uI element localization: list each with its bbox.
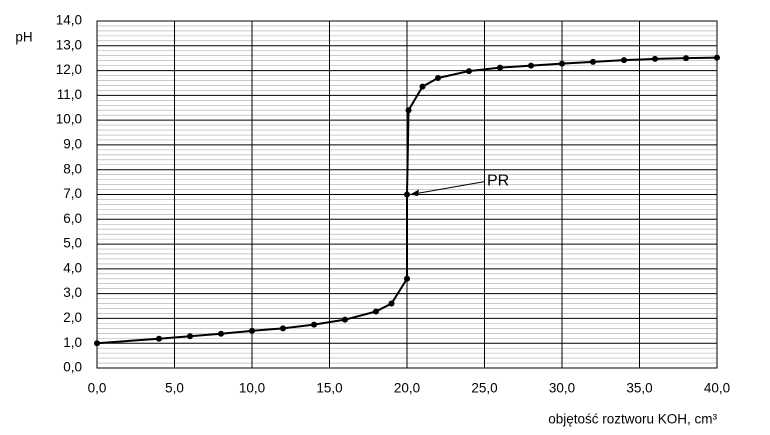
x-tick-label: 30,0 [549,381,575,396]
annotation-arrowhead [410,189,419,196]
point [94,340,100,347]
point [435,75,441,82]
x-tick-label: 40,0 [704,381,730,396]
point [714,54,720,61]
y-tick-label: 5,0 [63,236,82,251]
y-tick-label: 6,0 [63,211,82,226]
y-tick-label: 0,0 [63,360,82,375]
point [652,55,658,62]
y-tick-label: 1,0 [63,335,82,350]
y-tick-label: 3,0 [63,285,82,300]
plot-frame [96,20,718,369]
point [559,60,565,67]
x-tick-label: 25,0 [471,381,497,396]
annotation-arrow [410,181,486,195]
point [405,107,412,114]
point [404,275,410,282]
point [388,300,395,307]
point [311,321,317,328]
y-axis-label: pH [15,30,32,45]
y-tick-label: 11,0 [57,87,82,102]
point [528,62,534,69]
point [280,325,286,332]
x-tick-label: 10,0 [239,381,265,396]
point [621,57,627,64]
point [466,68,472,75]
point [218,330,224,337]
y-tick-label: 13,0 [56,37,82,52]
y-tick-label: 4,0 [63,260,82,275]
curve [96,56,718,345]
point [187,333,193,340]
x-axis-label: objętość roztworu KOH, cm³ [548,412,717,427]
point [590,58,596,65]
x-tick-label: 0,0 [88,381,107,396]
y-tick-label: 14,0 [56,13,82,28]
x-tick-label: 20,0 [394,381,420,396]
x-tick-label: 15,0 [316,381,342,396]
annotation-text: PR [487,173,509,190]
point [249,327,255,334]
y-tick-label: 9,0 [63,136,82,151]
point [156,335,162,342]
point [373,308,379,315]
point [404,191,410,198]
y-tick-label: 8,0 [63,161,82,176]
y-tick-label: 12,0 [56,62,82,77]
x-tick-label: 35,0 [626,381,652,396]
y-tick-label: 7,0 [63,186,82,201]
point [342,316,348,323]
point [419,83,426,90]
y-tick-label: 10,0 [56,112,82,127]
point [497,64,503,71]
x-tick-label: 5,0 [165,381,184,396]
point [683,55,689,62]
y-tick-label: 2,0 [63,310,82,325]
